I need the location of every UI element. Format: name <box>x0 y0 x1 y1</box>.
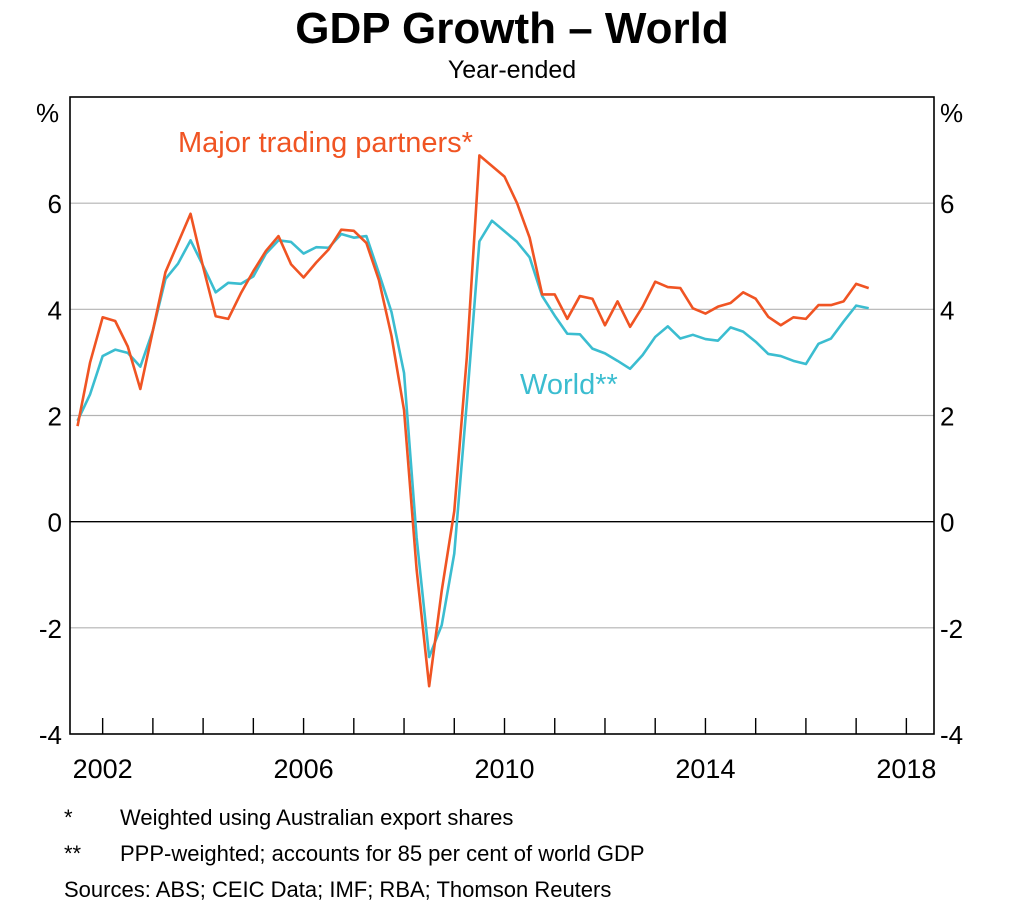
chart-title: GDP Growth – World <box>295 4 729 53</box>
y-tick-label-left: 6 <box>48 189 62 219</box>
sources-note: Sources: ABS; CEIC Data; IMF; RBA; Thoms… <box>64 877 612 902</box>
footnote-1-text: Weighted using Australian export shares <box>120 805 514 830</box>
y-unit-right: % <box>940 98 963 128</box>
y-tick-label-left: -4 <box>39 720 62 750</box>
y-tick-label-right: -4 <box>940 720 963 750</box>
footnote-1: * Weighted using Australian export share… <box>64 800 645 836</box>
x-tick-label: 2018 <box>876 754 936 784</box>
x-tick-label: 2010 <box>474 754 534 784</box>
x-tick-label: 2014 <box>675 754 735 784</box>
y-tick-label-left: 0 <box>48 508 62 538</box>
x-tick-label: 2002 <box>73 754 133 784</box>
footnote-2-mark: ** <box>64 841 82 866</box>
footnotes: * Weighted using Australian export share… <box>64 800 645 908</box>
y-tick-label-right: 4 <box>940 295 954 325</box>
y-tick-label-right: 6 <box>940 189 954 219</box>
y-tick-label-left: 2 <box>48 402 62 432</box>
y-tick-label-left: 4 <box>48 295 62 325</box>
y-tick-label-right: 2 <box>940 402 954 432</box>
chart-svg: -4 -4 -2 -2 0 0 2 2 4 4 6 6% % 2002 2006 2010 2014 2018 Ma… <box>36 96 963 784</box>
footnote-2-text: PPP-weighted; accounts for 85 per cent o… <box>120 841 645 866</box>
y-tick-label-left: -2 <box>39 614 62 644</box>
y-tick-label-right: 0 <box>940 508 954 538</box>
y-tick-label-right: -2 <box>940 614 963 644</box>
series-line-major-trading-partners <box>76 154 870 688</box>
footnote-2: ** PPP-weighted; accounts for 85 per cen… <box>64 836 645 872</box>
footnote-1-mark: * <box>64 805 73 830</box>
y-unit-left: % <box>36 98 59 128</box>
annotation-world: World** <box>520 369 618 401</box>
series-line-world <box>76 219 869 659</box>
chart-subtitle: Year-ended <box>447 56 577 84</box>
x-tick-label: 2006 <box>274 754 334 784</box>
plot-frame <box>69 96 935 735</box>
annotation-major-trading-partners: Major trading partners* <box>178 127 473 159</box>
